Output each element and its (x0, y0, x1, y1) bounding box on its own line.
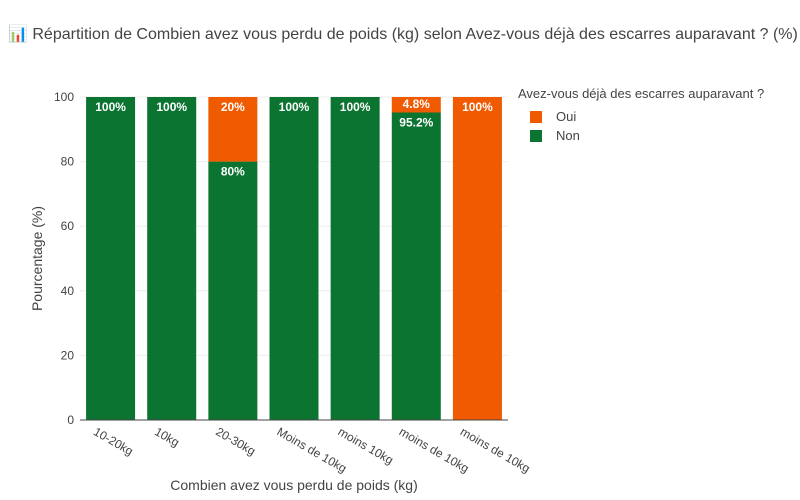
x-tick-label: moins de 10kg (458, 424, 533, 475)
bar-non (330, 97, 380, 420)
bar-data-label: 80% (221, 165, 245, 179)
bar-oui (391, 97, 441, 113)
legend-item-non[interactable]: Non (518, 126, 764, 145)
bar-data-label: 100% (279, 100, 310, 114)
legend-label-non: Non (556, 128, 580, 143)
legend-swatch-non (530, 129, 542, 142)
y-tick-label: 0 (67, 413, 74, 427)
x-tick-label: 20-30kg (213, 424, 258, 458)
bar-non (86, 97, 136, 420)
legend-title: Avez-vous déjà des escarres auparavant ? (518, 86, 765, 101)
bar-data-label: 20% (221, 100, 245, 114)
bar-non (391, 112, 441, 420)
bar-data-label: 100% (462, 100, 493, 114)
legend-label-oui: Oui (556, 109, 577, 124)
bar-data-label: 100% (95, 100, 126, 114)
bar-data-label: 100% (340, 100, 371, 114)
chart-title: 📊 Répartition de Combien avez vous perdu… (8, 26, 798, 43)
x-tick-label: 10-20kg (91, 424, 136, 458)
y-tick-label: 40 (61, 284, 75, 298)
legend-swatch-oui (530, 110, 542, 123)
bar-data-label: 95.2% (399, 116, 433, 130)
bar-oui (452, 97, 502, 420)
x-tick-label: 10kg (152, 424, 182, 449)
y-tick-label: 60 (61, 219, 75, 233)
bar-non (147, 97, 197, 420)
y-tick-label: 20 (61, 348, 75, 362)
y-tick-label: 80 (61, 155, 75, 169)
legend-item-oui[interactable]: Oui (518, 107, 764, 126)
bar-data-label: 4.8% (403, 97, 431, 111)
bar-data-label: 100% (156, 100, 187, 114)
bar-oui (208, 97, 258, 162)
bar-non (208, 161, 258, 420)
legend: Avez-vous déjà des escarres auparavant ?… (518, 86, 764, 145)
bar-non (269, 97, 319, 420)
x-axis-title: Combien avez vous perdu de poids (kg) (170, 477, 417, 493)
y-axis-title: Pourcentage (%) (29, 206, 45, 311)
y-tick-label: 100 (54, 90, 74, 104)
